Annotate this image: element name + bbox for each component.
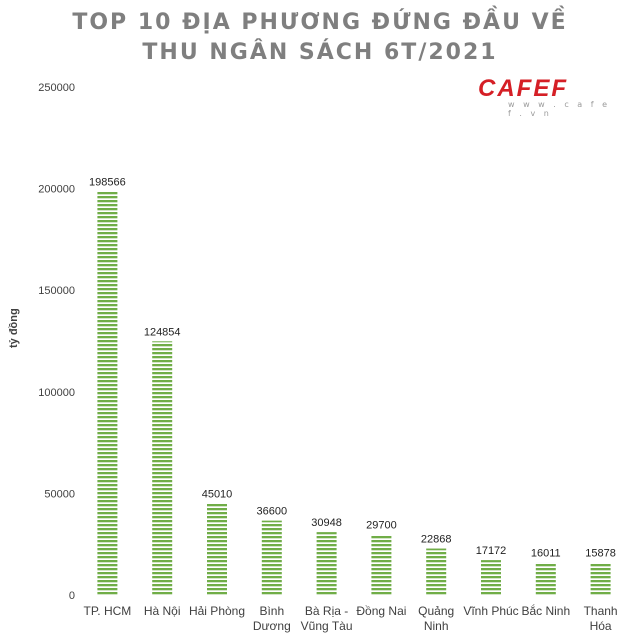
x-category-label: Bình bbox=[259, 604, 284, 618]
bar bbox=[97, 191, 118, 595]
x-category-label: Vũng Tàu bbox=[301, 619, 353, 633]
y-tick-label: 50000 bbox=[44, 488, 75, 500]
cafef-logo-text: CAFEF bbox=[478, 75, 568, 102]
x-category-label: Ninh bbox=[424, 619, 449, 633]
bar bbox=[316, 532, 337, 595]
y-tick-label: 0 bbox=[69, 590, 75, 602]
bar bbox=[371, 534, 392, 595]
bar-data-label: 198566 bbox=[89, 177, 126, 189]
chart-title-line1: TOP 10 ĐỊA PHƯƠNG ĐỨNG ĐẦU VỀ bbox=[72, 10, 568, 35]
x-category-label: Dương bbox=[253, 619, 291, 633]
bar-data-label: 29700 bbox=[366, 520, 397, 532]
chart-title: TOP 10 ĐỊA PHƯƠNG ĐỨNG ĐẦU VỀ THU NGÂN S… bbox=[0, 8, 640, 68]
x-category-label: Vĩnh Phúc bbox=[463, 604, 518, 618]
bar bbox=[481, 560, 501, 595]
x-category-label: TP. HCM bbox=[84, 604, 132, 618]
y-tick-label: 100000 bbox=[38, 387, 75, 399]
bar bbox=[152, 341, 173, 595]
bar-data-label: 17172 bbox=[476, 545, 507, 557]
bar-data-label: 15878 bbox=[585, 548, 616, 560]
x-category-label: Hóa bbox=[590, 619, 612, 633]
x-category-label: Hải Phòng bbox=[189, 604, 245, 618]
chart-title-line2: THU NGÂN SÁCH 6T/2021 bbox=[142, 40, 498, 65]
cafef-logo-subtext: w w w . c a f e f . v n bbox=[508, 100, 611, 118]
x-category-label: Hà Nội bbox=[144, 604, 181, 618]
cafef-logo: CAFEF w w w . c a f e f . v n bbox=[478, 75, 620, 119]
bar bbox=[535, 562, 556, 595]
bar bbox=[207, 503, 227, 595]
x-category-label: Bắc Ninh bbox=[521, 603, 570, 618]
x-category-label: Đồng Nai bbox=[356, 604, 406, 618]
bar-data-label: 16011 bbox=[531, 547, 561, 559]
x-category-label: Bà Rịa - bbox=[305, 604, 348, 618]
bar-data-label: 45010 bbox=[202, 489, 233, 501]
x-category-label: Thanh bbox=[584, 604, 618, 618]
x-category-label: Quảng bbox=[418, 604, 454, 618]
y-tick-label: 250000 bbox=[38, 82, 75, 94]
y-tick-label: 150000 bbox=[38, 285, 75, 297]
bar bbox=[590, 562, 611, 595]
bar-data-label: 124854 bbox=[144, 326, 181, 338]
bar bbox=[261, 520, 282, 595]
y-tick-label: 200000 bbox=[38, 184, 75, 196]
bar bbox=[426, 548, 447, 595]
bar-data-label: 30948 bbox=[311, 517, 342, 529]
bar-data-label: 36600 bbox=[257, 506, 288, 518]
bar-data-label: 22868 bbox=[421, 534, 452, 546]
